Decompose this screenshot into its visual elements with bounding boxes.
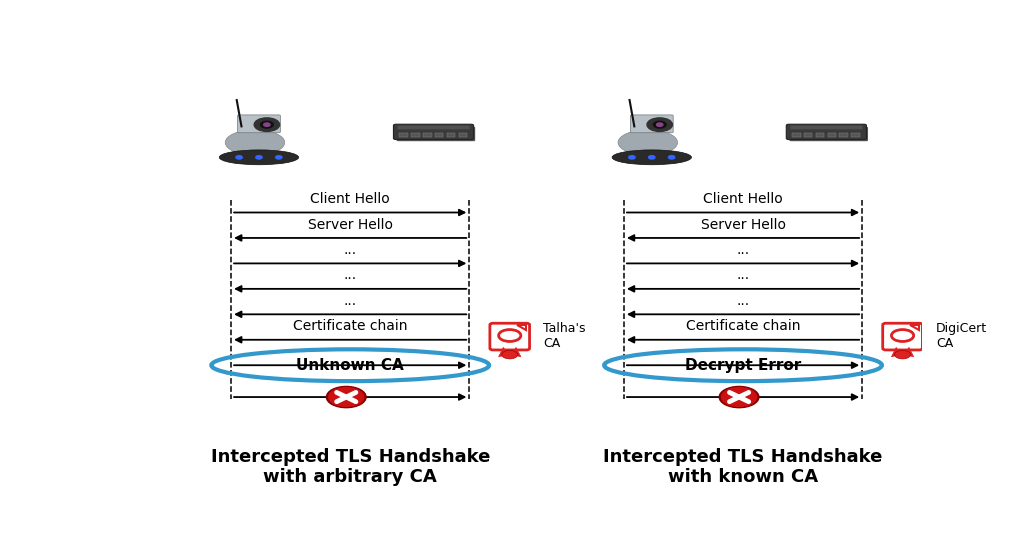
Text: ...: ...: [344, 243, 356, 257]
FancyBboxPatch shape: [399, 133, 408, 137]
Circle shape: [653, 121, 666, 128]
Ellipse shape: [225, 130, 285, 155]
FancyBboxPatch shape: [804, 133, 812, 137]
Circle shape: [719, 386, 759, 408]
Text: Client Hello: Client Hello: [310, 192, 390, 206]
FancyBboxPatch shape: [631, 115, 673, 133]
FancyBboxPatch shape: [238, 115, 281, 133]
Ellipse shape: [612, 150, 691, 165]
FancyBboxPatch shape: [851, 133, 860, 137]
Text: Certificate chain: Certificate chain: [686, 320, 801, 333]
Circle shape: [656, 123, 663, 126]
Ellipse shape: [219, 150, 299, 165]
FancyBboxPatch shape: [790, 127, 868, 141]
Circle shape: [648, 155, 655, 159]
Polygon shape: [909, 325, 920, 330]
Polygon shape: [499, 348, 508, 356]
FancyBboxPatch shape: [791, 126, 862, 129]
Polygon shape: [511, 348, 521, 356]
FancyBboxPatch shape: [792, 133, 801, 137]
Circle shape: [895, 350, 910, 359]
FancyBboxPatch shape: [840, 133, 848, 137]
FancyBboxPatch shape: [411, 133, 420, 137]
Text: Decrypt Error: Decrypt Error: [685, 358, 801, 372]
Circle shape: [254, 118, 280, 132]
FancyBboxPatch shape: [446, 133, 456, 137]
FancyBboxPatch shape: [459, 133, 467, 137]
FancyBboxPatch shape: [816, 133, 824, 137]
Polygon shape: [892, 348, 901, 356]
Circle shape: [329, 388, 364, 407]
Text: Intercepted TLS Handshake
with known CA: Intercepted TLS Handshake with known CA: [603, 447, 883, 487]
Text: Server Hello: Server Hello: [700, 218, 785, 231]
Circle shape: [264, 123, 270, 126]
Text: Server Hello: Server Hello: [307, 218, 393, 231]
Circle shape: [260, 121, 273, 128]
Text: ...: ...: [736, 268, 750, 283]
Text: Intercepted TLS Handshake
with arbitrary CA: Intercepted TLS Handshake with arbitrary…: [211, 447, 489, 487]
Polygon shape: [904, 348, 913, 356]
FancyBboxPatch shape: [489, 323, 529, 350]
Circle shape: [502, 350, 518, 359]
Text: ...: ...: [344, 294, 356, 308]
Polygon shape: [517, 325, 526, 330]
Circle shape: [722, 388, 757, 407]
Circle shape: [256, 155, 262, 159]
Text: ...: ...: [736, 294, 750, 308]
Text: Talha's
CA: Talha's CA: [543, 322, 586, 349]
Text: Unknown CA: Unknown CA: [296, 358, 404, 372]
Circle shape: [236, 155, 243, 159]
Circle shape: [275, 155, 282, 159]
FancyBboxPatch shape: [393, 124, 474, 139]
Circle shape: [669, 155, 675, 159]
Circle shape: [327, 386, 367, 408]
FancyBboxPatch shape: [435, 133, 443, 137]
FancyBboxPatch shape: [786, 124, 866, 139]
FancyBboxPatch shape: [396, 127, 475, 141]
Text: Client Hello: Client Hello: [703, 192, 783, 206]
FancyBboxPatch shape: [827, 133, 837, 137]
Circle shape: [647, 118, 673, 132]
Text: ...: ...: [736, 243, 750, 257]
Text: DigiCert
CA: DigiCert CA: [936, 322, 987, 349]
FancyBboxPatch shape: [883, 323, 923, 350]
Circle shape: [629, 155, 635, 159]
FancyBboxPatch shape: [423, 133, 431, 137]
Ellipse shape: [618, 130, 678, 155]
Text: Certificate chain: Certificate chain: [293, 320, 408, 333]
Text: ...: ...: [344, 268, 356, 283]
FancyBboxPatch shape: [397, 126, 470, 129]
